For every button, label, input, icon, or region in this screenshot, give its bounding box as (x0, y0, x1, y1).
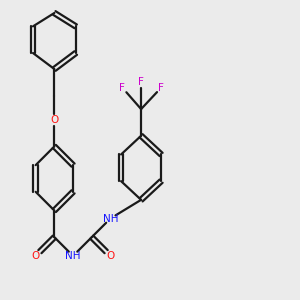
Text: F: F (119, 83, 125, 93)
Text: NH: NH (65, 251, 81, 261)
Text: O: O (32, 251, 40, 261)
Text: NH: NH (103, 214, 118, 224)
Text: F: F (158, 83, 164, 93)
Text: F: F (138, 77, 144, 87)
Text: O: O (106, 251, 115, 261)
Text: O: O (50, 115, 58, 125)
